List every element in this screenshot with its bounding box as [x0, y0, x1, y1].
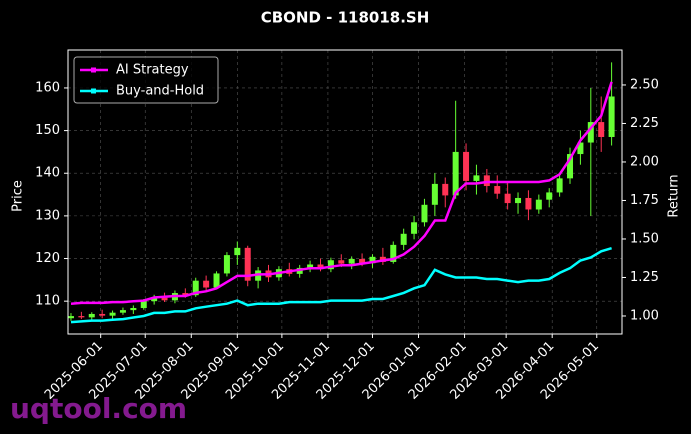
- candle-body: [515, 197, 522, 204]
- candle-body: [546, 192, 553, 200]
- candle-body: [119, 310, 126, 313]
- y-axis-label: Price: [11, 180, 26, 212]
- y-tick-label: 110: [35, 294, 60, 309]
- candle-body: [203, 280, 210, 288]
- y-tick-label: 160: [35, 80, 60, 95]
- candle-body: [317, 264, 324, 270]
- candle-body: [483, 175, 490, 187]
- candle-body: [223, 255, 230, 274]
- y2-tick-label: 2.00: [630, 154, 659, 169]
- candle-body: [400, 233, 407, 245]
- candle-body: [608, 96, 615, 137]
- candle-body: [307, 264, 314, 268]
- candle-body: [109, 312, 116, 316]
- legend-label: AI Strategy: [116, 63, 189, 78]
- candle-body: [151, 297, 158, 302]
- candle-body: [78, 316, 85, 318]
- candle-body: [359, 258, 366, 264]
- candle-body: [411, 222, 418, 234]
- candle-body: [494, 186, 501, 194]
- candle-body: [431, 183, 438, 205]
- candle-body: [577, 142, 584, 155]
- candle-body: [338, 260, 345, 264]
- candle-body: [67, 316, 74, 319]
- candle-body: [348, 258, 355, 264]
- y-tick-label: 140: [35, 166, 60, 181]
- candle-body: [463, 151, 470, 181]
- y2-axis-label: Return: [667, 174, 682, 217]
- candle-body: [99, 313, 106, 316]
- legend-box: [73, 56, 219, 104]
- legend-marker: [91, 88, 96, 94]
- y2-tick-label: 1.25: [630, 270, 659, 285]
- candle-body: [525, 197, 532, 210]
- candle-body: [390, 244, 397, 262]
- y2-tick-label: 2.25: [630, 116, 659, 131]
- candle-body: [140, 301, 147, 308]
- candle-body: [192, 280, 199, 296]
- watermark: uqtool.com: [10, 392, 187, 425]
- candle-body: [182, 293, 189, 296]
- y2-tick-label: 1.00: [630, 308, 659, 323]
- legend-marker: [91, 67, 96, 73]
- candle-body: [244, 247, 251, 281]
- candle-body: [442, 183, 449, 196]
- candle-body: [421, 204, 428, 223]
- candle-body: [234, 247, 241, 256]
- candle-body: [369, 256, 376, 264]
- candle-body: [556, 178, 563, 193]
- plot-frame: [67, 49, 623, 335]
- candle-body: [504, 193, 511, 204]
- candle-body: [327, 260, 334, 270]
- return-line: [70, 81, 613, 305]
- y-tick-label: 130: [35, 208, 60, 223]
- candle-body: [587, 122, 594, 143]
- y-tick-label: 150: [35, 123, 60, 138]
- y-tick-label: 120: [35, 251, 60, 266]
- y2-tick-label: 1.50: [630, 231, 659, 246]
- legend-label: Buy-and-Hold: [116, 84, 204, 99]
- y2-tick-label: 2.50: [630, 77, 659, 92]
- candle-body: [452, 151, 459, 196]
- y2-tick-label: 1.75: [630, 193, 659, 208]
- candle-body: [473, 175, 480, 181]
- candle-body: [535, 199, 542, 210]
- chart-title: CBOND - 118018.SH: [261, 9, 430, 27]
- candle-body: [88, 313, 95, 318]
- candle-body: [598, 122, 605, 137]
- candle-body: [213, 273, 220, 288]
- candle-body: [130, 307, 137, 311]
- candle-body: [161, 297, 168, 301]
- return-line: [70, 247, 612, 324]
- candle-body: [567, 154, 574, 179]
